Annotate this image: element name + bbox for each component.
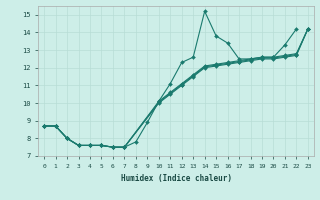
X-axis label: Humidex (Indice chaleur): Humidex (Indice chaleur): [121, 174, 231, 183]
